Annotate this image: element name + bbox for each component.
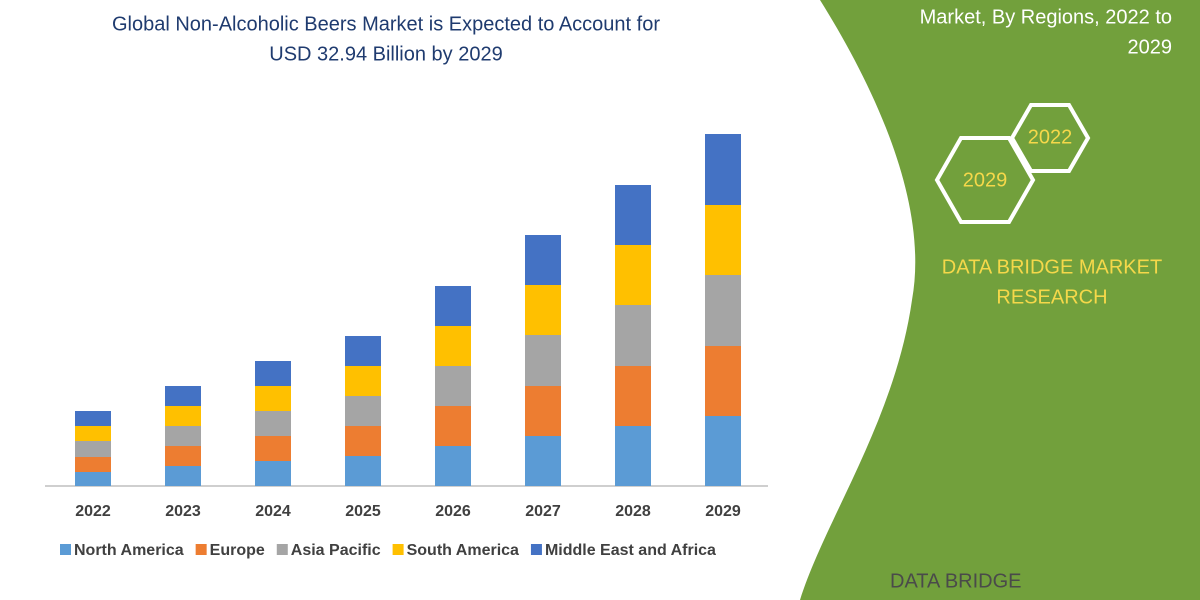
bar-segment <box>435 326 471 366</box>
bar-segment <box>525 335 561 386</box>
chart-title: Global Non-Alcoholic Beers Market is Exp… <box>112 13 660 35</box>
bar-segment <box>525 436 561 486</box>
legend-label: Asia Pacific <box>291 542 381 559</box>
bar-segment <box>615 305 651 366</box>
bar-segment <box>345 366 381 396</box>
bar-segment <box>615 366 651 426</box>
legend-label: Europe <box>210 542 265 559</box>
bar-segment <box>435 406 471 446</box>
x-tick-label: 2029 <box>705 503 741 520</box>
brand-text: DATA BRIDGE MARKET <box>942 256 1162 278</box>
legend-swatch <box>276 544 288 555</box>
legend-swatch <box>392 544 404 555</box>
panel-heading: 2029 <box>1128 36 1173 58</box>
bar-segment <box>435 446 471 486</box>
bar-segment <box>525 285 561 335</box>
badge-hexagon <box>934 136 1036 224</box>
badge-text: 2029 <box>963 169 1008 191</box>
bar-segment <box>705 134 741 205</box>
bar-segment <box>255 361 291 386</box>
bar-segment <box>705 346 741 416</box>
badge-text: 2022 <box>1028 126 1073 148</box>
logo-text: DATA BRIDGE <box>890 570 1022 592</box>
bar-segment <box>615 185 651 245</box>
bar-segment <box>525 235 561 285</box>
bar-segment <box>345 336 381 366</box>
bar-segment <box>165 466 201 486</box>
legend-swatch <box>530 544 542 555</box>
panel-heading: Market, By Regions, 2022 to <box>920 6 1172 28</box>
legend-swatch <box>60 544 71 555</box>
x-tick-label: 2022 <box>75 503 111 520</box>
bar-segment <box>165 406 201 426</box>
x-tick-label: 2025 <box>345 503 381 520</box>
bar-segment <box>705 416 741 486</box>
bar-segment <box>345 426 381 456</box>
x-tick-label: 2023 <box>165 503 201 520</box>
legend-label: South America <box>407 542 519 559</box>
bar-segment <box>255 436 291 461</box>
bar-segment <box>345 396 381 426</box>
legend-label: North America <box>74 542 184 559</box>
side-panel <box>800 0 1200 600</box>
legend-label: Middle East and Africa <box>545 542 716 559</box>
bar-segment <box>75 472 111 486</box>
bar-segment <box>165 426 201 446</box>
bar-segment <box>75 457 111 472</box>
badge-hexagon <box>1009 103 1091 173</box>
bar-segment <box>705 275 741 346</box>
bar-segment <box>435 286 471 326</box>
bar-segment <box>75 441 111 457</box>
bar-segment <box>615 426 651 486</box>
x-tick-label: 2024 <box>255 503 291 520</box>
bar-segment <box>435 366 471 406</box>
bar-segment <box>255 411 291 436</box>
chart-title: USD 32.94 Billion by 2029 <box>269 43 502 65</box>
bar-segment <box>165 386 201 406</box>
bar-segment <box>165 446 201 466</box>
x-tick-label: 2028 <box>615 503 651 520</box>
bar-segment <box>75 426 111 441</box>
x-tick-label: 2027 <box>525 503 561 520</box>
bar-segment <box>705 205 741 275</box>
bar-segment <box>345 456 381 486</box>
bar-segment <box>75 411 111 426</box>
legend-swatch <box>195 544 207 555</box>
x-tick-label: 2026 <box>435 503 471 520</box>
bar-segment <box>255 461 291 486</box>
bar-segment <box>525 386 561 436</box>
brand-text: RESEARCH <box>996 286 1107 308</box>
bar-segment <box>255 386 291 411</box>
bar-segment <box>615 245 651 305</box>
